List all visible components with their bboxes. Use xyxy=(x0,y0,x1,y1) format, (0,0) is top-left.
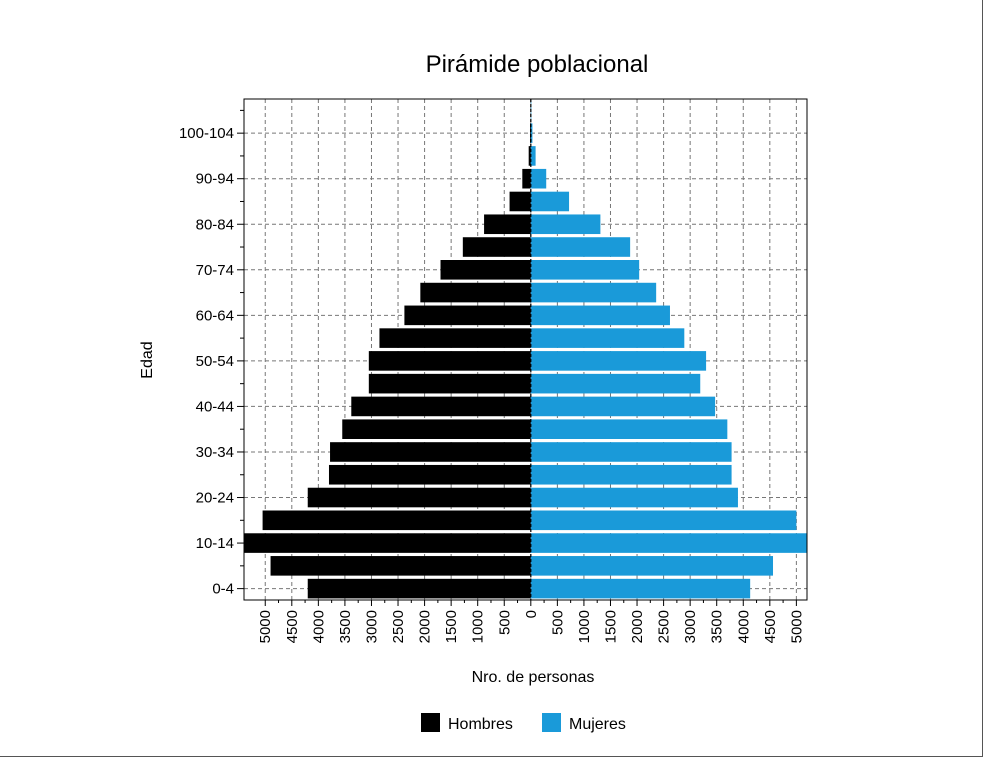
bar-hombres-75-79 xyxy=(462,237,531,257)
bar-mujeres-65-69 xyxy=(530,282,657,303)
x-tick-label: 1500 xyxy=(443,610,460,643)
bar-mujeres-0-4 xyxy=(530,578,751,599)
plot-area xyxy=(243,98,808,601)
y-tick-label: 70-74 xyxy=(196,262,234,279)
bar-hombres-40-44 xyxy=(351,396,531,417)
bar-mujeres-25-29 xyxy=(530,464,732,485)
chart-title: Pirámide poblacional xyxy=(426,51,649,78)
bar-mujeres-60-64 xyxy=(530,305,670,326)
bar-mujeres-90-94 xyxy=(530,168,547,189)
x-tick-label: 2000 xyxy=(629,610,646,643)
x-tick-label: 3500 xyxy=(337,610,354,643)
bar-mujeres-80-84 xyxy=(530,214,601,235)
bar-mujeres-10-14 xyxy=(530,533,807,553)
y-tick-label: 40-44 xyxy=(196,398,234,415)
bar-hombres-25-29 xyxy=(328,464,531,485)
bar-mujeres-70-74 xyxy=(530,260,640,280)
x-tick-label: 4500 xyxy=(762,610,779,643)
x-tick-label: 1000 xyxy=(470,610,487,643)
bar-hombres-45-49 xyxy=(368,373,531,394)
bar-hombres-60-64 xyxy=(404,305,531,326)
bar-mujeres-75-79 xyxy=(530,237,631,257)
y-axis-ticks: 0-4 10-14 20-24 30-34 40-44 50-54 60-64 70-74 80… xyxy=(179,109,244,598)
bar-hombres-65-69 xyxy=(420,282,531,303)
bar-mujeres-20-24 xyxy=(530,487,738,508)
legend: Hombres Mujeres xyxy=(421,713,626,733)
y-tick-label: 10-14 xyxy=(196,535,234,552)
y-tick-label: 80-84 xyxy=(196,216,234,233)
legend-swatch-hombres xyxy=(421,713,440,732)
bar-hombres-35-39 xyxy=(342,419,531,439)
bar-mujeres-55-59 xyxy=(530,328,685,348)
bars xyxy=(244,100,807,599)
y-tick-label: 60-64 xyxy=(196,307,234,324)
bar-hombres-5-9 xyxy=(270,556,531,576)
x-tick-label: 4500 xyxy=(284,610,301,643)
bar-hombres-15-19 xyxy=(262,510,531,531)
x-tick-label: 1000 xyxy=(576,610,593,643)
x-tick-label: 0 xyxy=(523,610,540,618)
x-tick-label: 500 xyxy=(496,610,513,635)
legend-label-mujeres: Mujeres xyxy=(569,716,626,733)
bar-mujeres-30-34 xyxy=(530,442,732,462)
x-tick-label: 5000 xyxy=(788,610,805,643)
bar-hombres-0-4 xyxy=(307,578,531,599)
bar-mujeres-95-99 xyxy=(530,146,536,166)
bar-hombres-70-74 xyxy=(440,260,531,280)
bar-hombres-55-59 xyxy=(379,328,531,348)
bar-mujeres-100-104 xyxy=(530,123,533,143)
bar-mujeres-45-49 xyxy=(530,373,701,394)
y-tick-label: 50-54 xyxy=(196,353,234,370)
x-tick-label: 2500 xyxy=(656,610,673,643)
y-tick-label: 30-34 xyxy=(196,444,234,461)
x-tick-label: 2500 xyxy=(390,610,407,643)
bar-mujeres-35-39 xyxy=(530,419,728,439)
x-tick-label: 1500 xyxy=(602,610,619,643)
y-tick-label: 100-104 xyxy=(179,125,234,142)
bar-hombres-30-34 xyxy=(330,442,531,462)
bar-mujeres-50-54 xyxy=(530,351,707,371)
bar-hombres-85-89 xyxy=(509,191,531,212)
y-tick-label: 0-4 xyxy=(212,581,234,598)
legend-swatch-mujeres xyxy=(542,713,561,732)
x-tick-label: 5000 xyxy=(257,610,274,643)
x-axis-ticks: 5000 4500 4000 3500 3000 2500 2000 1500 1000 500 0… xyxy=(257,600,805,643)
bar-mujeres-85-89 xyxy=(530,191,570,212)
x-tick-label: 4000 xyxy=(310,610,327,643)
y-tick-label: 20-24 xyxy=(196,490,234,507)
x-tick-label: 3500 xyxy=(709,610,726,643)
x-tick-label: 4000 xyxy=(735,610,752,643)
x-tick-label: 3000 xyxy=(682,610,699,643)
bar-mujeres-5-9 xyxy=(530,556,774,576)
bar-hombres-90-94 xyxy=(522,168,531,189)
bar-hombres-20-24 xyxy=(307,487,531,508)
x-axis-label: Nro. de personas xyxy=(472,669,595,686)
y-tick-label: 90-94 xyxy=(196,171,234,188)
bar-mujeres-15-19 xyxy=(530,510,797,531)
bar-mujeres-40-44 xyxy=(530,396,716,417)
legend-label-hombres: Hombres xyxy=(448,716,513,733)
x-tick-label: 3000 xyxy=(363,610,380,643)
x-tick-label: 2000 xyxy=(417,610,434,643)
bar-hombres-50-54 xyxy=(368,351,531,371)
bar-hombres-10-14 xyxy=(244,533,531,553)
y-axis-label: Edad xyxy=(139,341,156,378)
bar-hombres-100-104 xyxy=(530,123,531,143)
bar-hombres-80-84 xyxy=(484,214,531,235)
bar-hombres-95-99 xyxy=(528,146,531,166)
x-tick-label: 500 xyxy=(549,610,566,635)
